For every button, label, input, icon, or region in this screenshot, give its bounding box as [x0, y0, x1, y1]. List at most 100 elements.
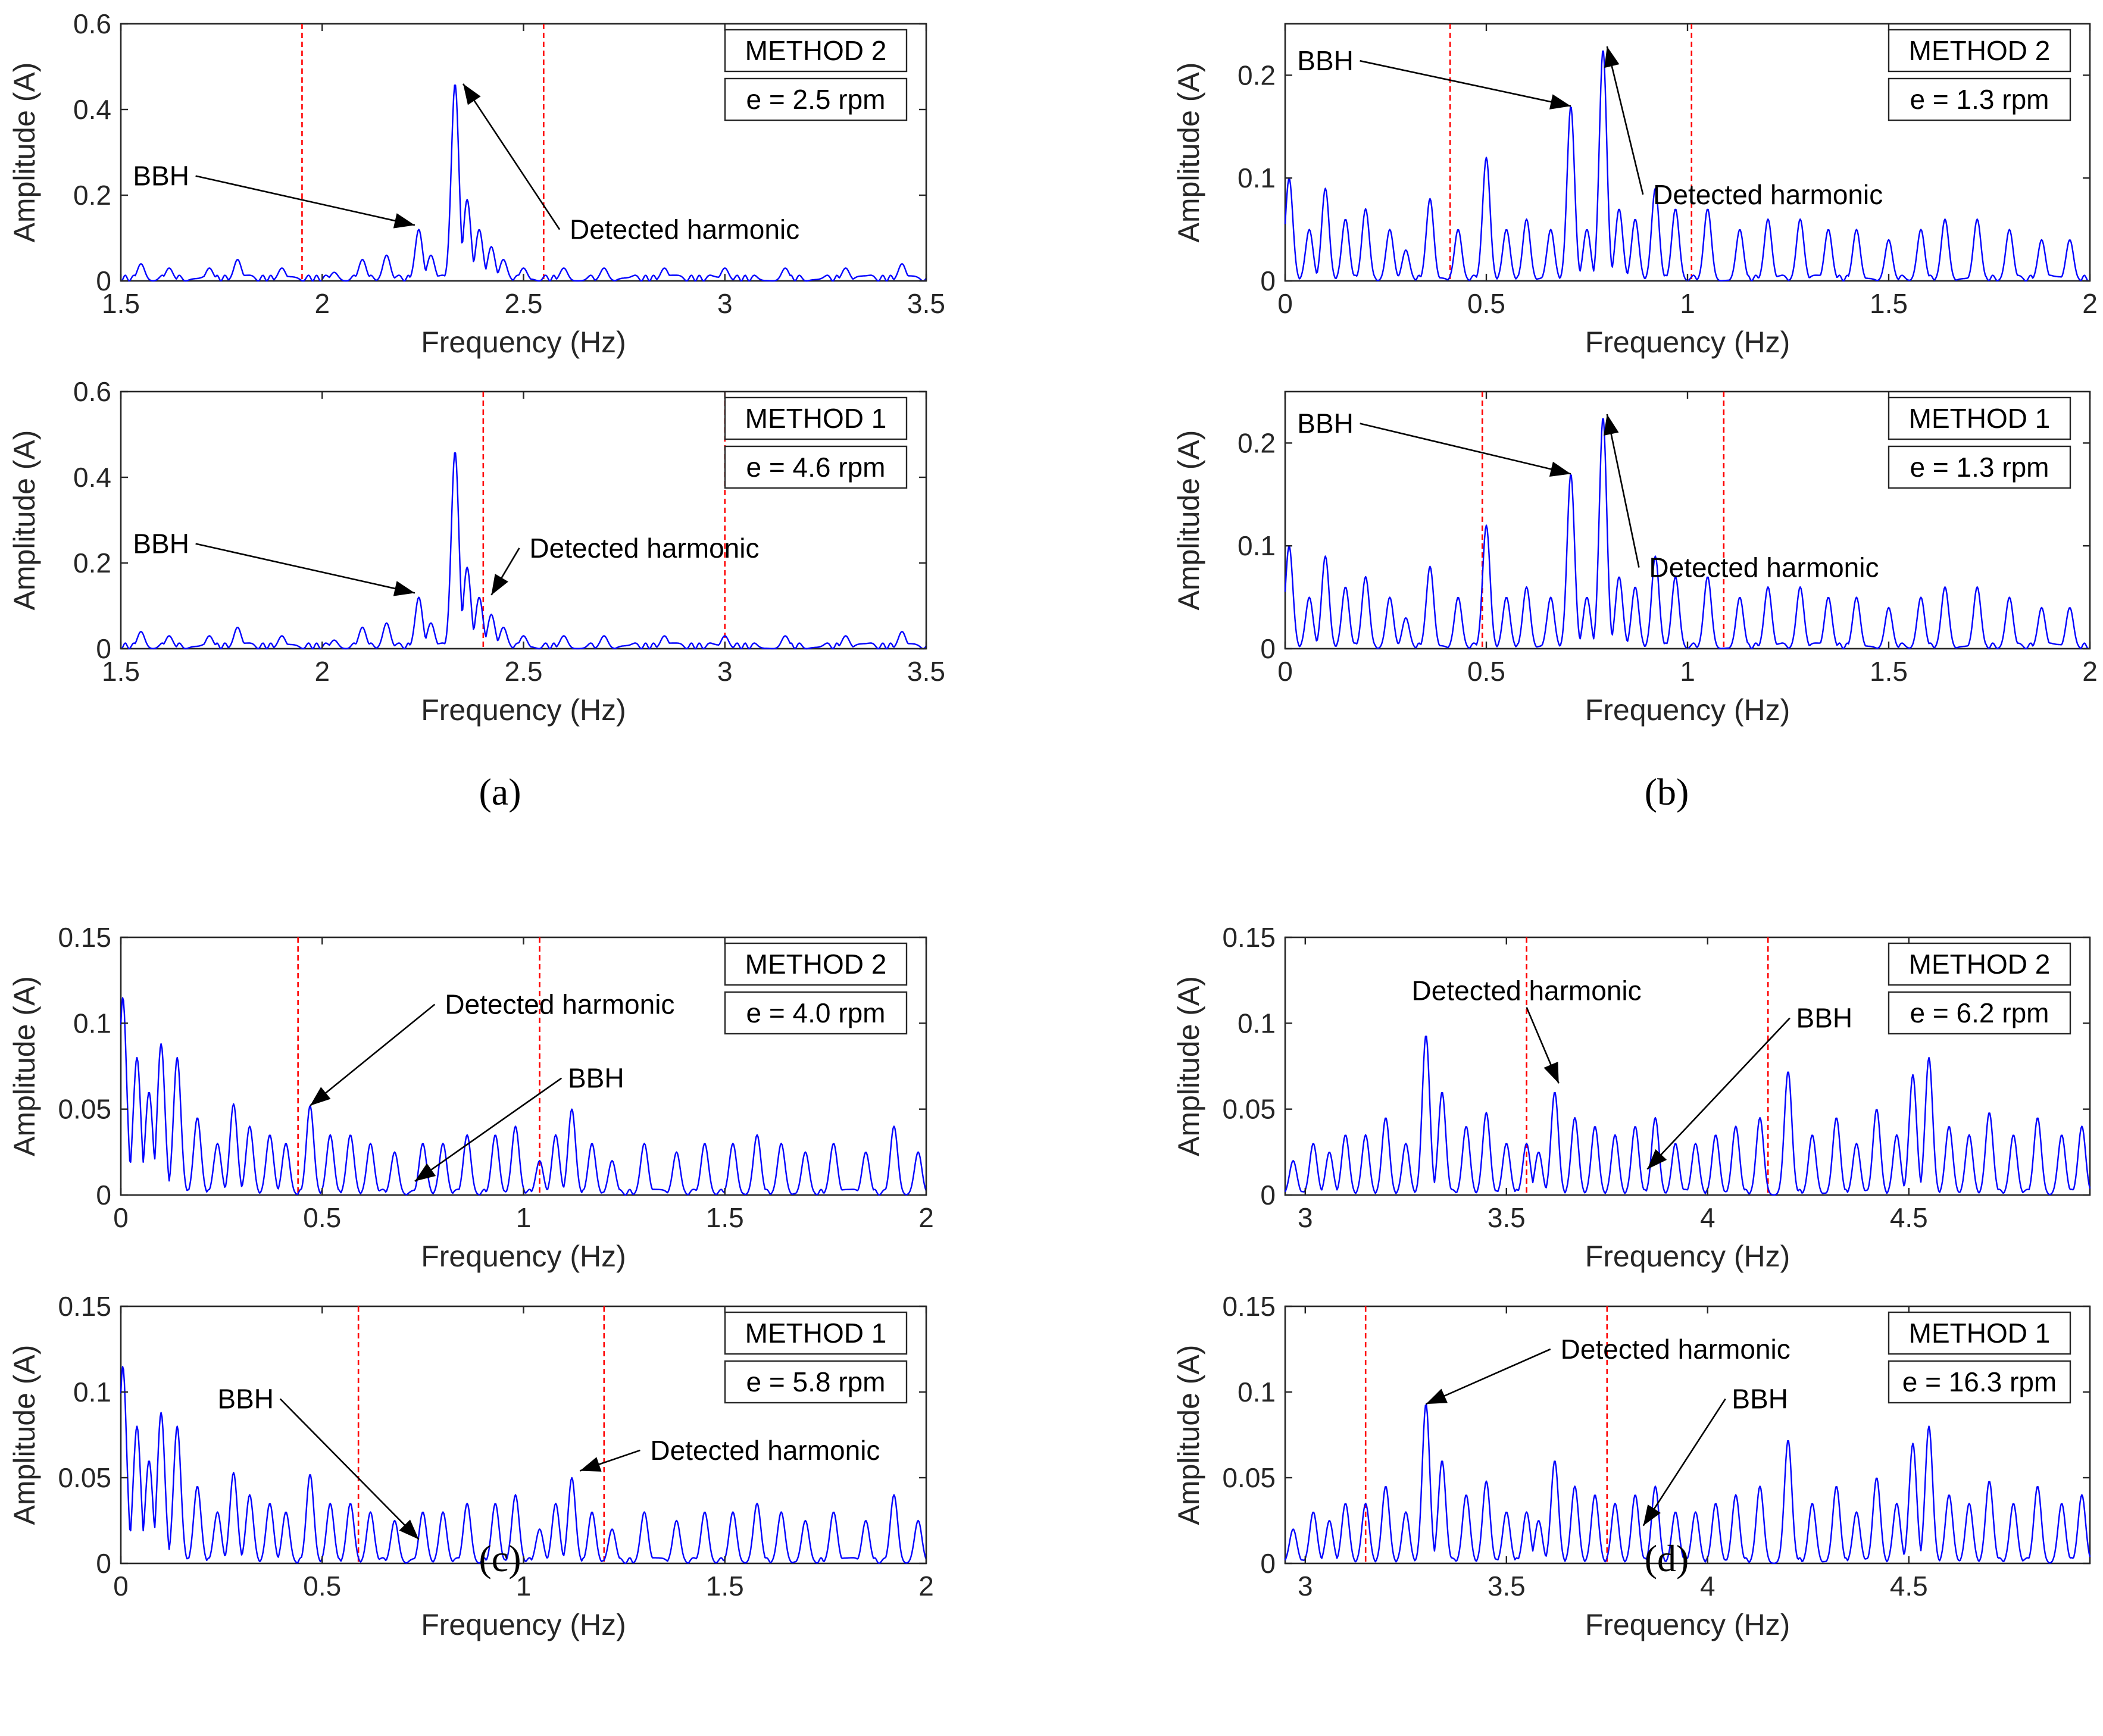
annotation-arrowhead	[1604, 46, 1620, 68]
error-label: e = 1.3 rpm	[1910, 84, 2049, 115]
error-box	[1888, 77, 2071, 121]
annotation-arrow-line	[1606, 414, 1640, 568]
x-tick-label: 1	[1680, 288, 1695, 319]
method-label: METHOD 1	[745, 403, 887, 434]
x-tick-label: 2.5	[505, 656, 543, 687]
annotation-arrowhead	[1549, 94, 1571, 110]
detected-harmonic-label: Detected harmonic	[1561, 1334, 1790, 1365]
annotation-arrowhead	[399, 1519, 419, 1540]
y-tick-label: 0.1	[73, 1377, 111, 1407]
annotation-arrow-line	[1606, 46, 1644, 195]
error-box	[1888, 1360, 2071, 1404]
method-label: METHOD 2	[745, 35, 887, 66]
x-tick-label: 3	[1298, 1571, 1313, 1602]
x-tick-label: 3	[717, 656, 733, 687]
annotation-arrowhead	[393, 581, 415, 596]
x-tick-label: 3.5	[1488, 1202, 1526, 1233]
x-axis-label: Frequency (Hz)	[421, 693, 626, 727]
x-tick-label: 1.5	[706, 1571, 744, 1602]
chart-a-top: 1.5 2 2.5 3 3.5 0 0.2 0.4 0.6 Frequency (Hz) Ampli…	[8, 8, 945, 359]
y-tick-label: 0	[96, 265, 111, 296]
error-box	[724, 445, 908, 489]
annotation-arrow-line	[1642, 1398, 1726, 1527]
y-tick-label: 0.2	[73, 548, 111, 578]
error-label: e = 16.3 rpm	[1902, 1366, 2057, 1397]
panel-label-c: (c)	[479, 1537, 521, 1579]
y-axis-label: Amplitude (A)	[8, 430, 41, 611]
x-tick-label: 0	[113, 1202, 129, 1233]
annotation-arrowhead	[414, 1163, 436, 1181]
y-axis-label: Amplitude (A)	[1172, 1345, 1205, 1525]
bbh-label: BBH	[568, 1063, 624, 1094]
bbh-label: BBH	[217, 1384, 274, 1415]
bbh-label: BBH	[1732, 1384, 1788, 1415]
spectrum-line	[1284, 1036, 2091, 1196]
detected-harmonic-label: Detected harmonic	[1653, 179, 1883, 210]
x-tick-label: 1.5	[1870, 656, 1908, 687]
panel-label-a: (a)	[479, 771, 521, 813]
x-tick-label: 1.5	[102, 288, 140, 319]
annotation-arrow-line	[310, 1003, 436, 1106]
x-axis-label: Frequency (Hz)	[421, 326, 626, 359]
plot-frame	[1284, 1305, 2091, 1565]
annotation-arrowhead	[491, 574, 508, 595]
x-tick-label: 1	[1680, 656, 1695, 687]
method-label: METHOD 2	[1909, 949, 2051, 980]
y-tick-label: 0	[96, 1180, 111, 1210]
x-tick-label: 2	[2082, 288, 2098, 319]
y-tick-label: 0.05	[58, 1462, 111, 1493]
x-axis-label: Frequency (Hz)	[421, 1240, 626, 1273]
annotation-arrowhead	[1426, 1388, 1448, 1405]
error-box	[1888, 445, 2071, 489]
x-tick-label: 0	[1277, 656, 1293, 687]
bbh-label: BBH	[133, 161, 189, 192]
chart-d-top: 3 3.5 4 4.5 0 0.05 0.1 0.15 Frequency (Hz) Amplit…	[1172, 922, 2091, 1273]
annotation-arrowhead	[1647, 1149, 1667, 1169]
chart-b-bottom: 0 0.5 1 1.5 2 0 0.1 0.2 Frequency (Hz) Amplitude …	[1172, 390, 2098, 727]
y-tick-label: 0.15	[58, 1291, 111, 1322]
y-tick-label: 0.05	[1222, 1094, 1276, 1125]
y-tick-label: 0.1	[1238, 162, 1276, 193]
method-label: METHOD 1	[1909, 403, 2051, 434]
panel-label-b: (b)	[1645, 771, 1689, 813]
y-tick-label: 0.15	[1222, 1291, 1276, 1322]
spectrum-line	[1284, 1404, 2091, 1564]
x-axis-label: Frequency (Hz)	[1585, 1240, 1790, 1273]
x-axis-label: Frequency (Hz)	[1585, 693, 1790, 727]
x-tick-label: 3.5	[907, 288, 945, 319]
y-tick-label: 0.15	[1222, 922, 1276, 953]
x-tick-label: 0.5	[303, 1202, 341, 1233]
annotation-arrowhead	[1604, 414, 1619, 436]
x-tick-label: 3.5	[907, 656, 945, 687]
error-box	[724, 77, 908, 121]
method-box	[1888, 29, 2071, 73]
x-tick-label: 4.5	[1890, 1202, 1928, 1233]
method-box	[724, 29, 908, 73]
x-axis-label: Frequency (Hz)	[1585, 326, 1790, 359]
annotation-arrowhead	[463, 83, 481, 105]
method-box	[724, 1311, 908, 1355]
method-label: METHOD 1	[1909, 1318, 2051, 1349]
error-box	[1888, 991, 2071, 1035]
method-box	[1888, 942, 2071, 986]
spectrum-line	[120, 85, 927, 282]
y-tick-label: 0.4	[73, 462, 111, 493]
x-tick-label: 4	[1700, 1571, 1715, 1602]
annotation-arrowhead	[1543, 1061, 1559, 1084]
plot-frame	[1284, 936, 2091, 1196]
error-box	[724, 991, 908, 1035]
error-label: e = 5.8 rpm	[746, 1366, 886, 1397]
x-axis-label: Frequency (Hz)	[421, 1608, 626, 1641]
x-tick-label: 4	[1700, 1202, 1715, 1233]
annotation-arrowhead	[1643, 1504, 1661, 1526]
x-tick-label: 1.5	[706, 1202, 744, 1233]
x-tick-label: 1.5	[102, 656, 140, 687]
chart-d-bottom: 3 3.5 4 4.5 0 0.05 0.1 0.15 Frequency (Hz) Amplit…	[1172, 1291, 2091, 1641]
x-tick-label: 0.5	[1467, 656, 1505, 687]
chart-a-bottom: 1.5 2 2.5 3 3.5 0 0.2 0.4 0.6 Frequency (Hz) Ampli…	[8, 376, 945, 727]
x-tick-label: 1	[516, 1202, 532, 1233]
method-box	[724, 942, 908, 986]
y-tick-label: 0	[1260, 265, 1276, 296]
panel-label-d: (d)	[1645, 1537, 1689, 1579]
